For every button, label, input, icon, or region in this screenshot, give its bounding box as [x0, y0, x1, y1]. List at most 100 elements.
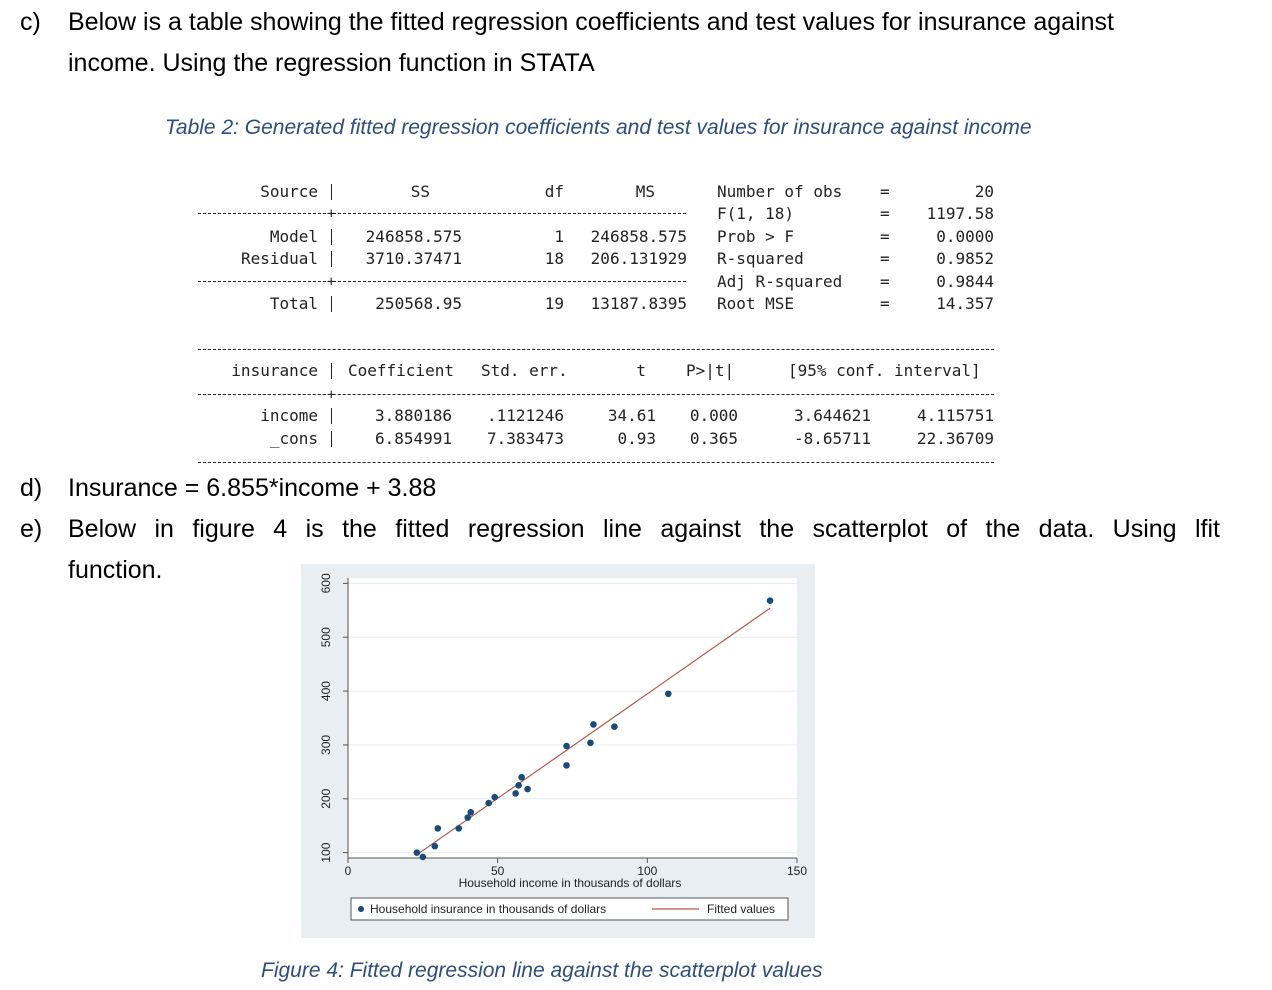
coef-row-se: 7.383473 [486, 429, 564, 448]
stat-equals: = [880, 182, 890, 201]
coef-row-t: 34.61 [607, 406, 656, 425]
coef-row-coef: 3.880186 [374, 406, 452, 425]
data-point [434, 825, 442, 832]
coef-row-se: .1121246 [486, 406, 564, 425]
data-point [455, 825, 463, 832]
y-tick-label: 400 [319, 681, 333, 701]
section-c-line1: Below is a table showing the fitted regr… [68, 8, 1114, 36]
coef-row-p: 0.365 [689, 429, 738, 448]
separator [198, 394, 994, 395]
x-tick-label: 100 [637, 864, 657, 878]
data-point [431, 842, 439, 850]
anova-total-source: Total [269, 294, 318, 313]
anova-residual-df: 18 [544, 249, 564, 268]
stat-value: 1197.58 [926, 204, 994, 223]
data-point [512, 790, 519, 797]
anova-header-source: Source [260, 182, 318, 201]
data-point [467, 808, 475, 816]
data-point [515, 782, 522, 789]
x-ticks: 0 50 100 150 [345, 858, 807, 878]
stat-label: Root MSE [717, 294, 795, 313]
coef-header-t: t [636, 361, 646, 380]
data-point [590, 721, 597, 728]
section-c-line2: income. Using the regression function in… [68, 49, 595, 77]
separator [198, 349, 994, 350]
divider [331, 184, 332, 200]
coef-row-coef: 6.854991 [374, 429, 452, 448]
scatter-figure: 0 50 100 150 100 200 300 400 500 600 Household i… [301, 564, 815, 938]
coef-header-p: P>|t| [686, 361, 735, 380]
section-e: e) Below in figure 4 is the fitted regre… [20, 509, 1260, 591]
divider [331, 229, 332, 245]
x-tick-label: 50 [491, 864, 505, 878]
section-d-text: Insurance = 6.855*income + 3.88 [68, 474, 437, 502]
section-e-line2: function. [68, 556, 163, 584]
data-point [563, 742, 570, 750]
anova-model-ss: 246858.575 [365, 227, 462, 246]
coef-header-ci: [95% conf. interval] [788, 361, 981, 380]
section-d: d) Insurance = 6.855*income + 3.88 [20, 468, 1260, 509]
fitted-values-line [416, 607, 771, 856]
anova-total-ms: 13187.8395 [590, 294, 687, 313]
anova-total-df: 19 [544, 294, 564, 313]
separator [198, 213, 686, 214]
divider [331, 363, 332, 379]
data-point [524, 785, 531, 793]
legend-point-marker [358, 906, 364, 912]
anova-total-ss: 250568.95 [375, 294, 462, 313]
y-tick-label: 100 [319, 842, 333, 862]
plot-area [348, 578, 797, 858]
section-c-label: c) [20, 8, 41, 36]
separator-plus: + [327, 274, 336, 290]
figure-caption: Figure 4: Fitted regression line against… [261, 959, 823, 982]
data-point [485, 799, 492, 807]
coef-row-ci-high: 4.115751 [916, 406, 994, 425]
separator [198, 462, 994, 463]
divider [331, 408, 332, 424]
stat-label: F(1, 18) [717, 204, 795, 223]
stat-value: 20 [974, 182, 994, 201]
coef-row-var: _cons [269, 429, 318, 448]
data-point [413, 849, 421, 856]
anova-model-df: 1 [554, 227, 564, 246]
legend-box [350, 897, 789, 921]
separator [198, 281, 686, 282]
anova-model-ms: 246858.575 [590, 227, 687, 246]
y-tick-label: 300 [319, 735, 333, 755]
coef-row-ci-low: -8.65711 [793, 429, 871, 448]
separator-plus: + [327, 387, 336, 403]
data-point [491, 793, 498, 801]
x-tick-label: 150 [787, 864, 807, 878]
stat-equals: = [880, 272, 890, 291]
anova-residual-source: Residual [240, 249, 318, 268]
stat-label: Adj R-squared [717, 272, 843, 291]
data-point [518, 773, 525, 781]
coef-row-t: 0.93 [617, 429, 656, 448]
divider [331, 251, 332, 267]
y-tick-label: 500 [319, 627, 333, 647]
stat-equals: = [880, 294, 890, 313]
coef-row-var: income [260, 406, 318, 425]
divider [331, 296, 332, 312]
data-point [766, 597, 774, 604]
data-point [664, 690, 672, 698]
anova-header-ss: SS [410, 182, 430, 201]
data-point [611, 723, 618, 730]
legend-label-points: Household insurance in thousands of doll… [370, 902, 606, 916]
stat-value: 0.0000 [936, 227, 994, 246]
coef-header-coef: Coefficient [348, 361, 454, 380]
coef-row-p: 0.000 [689, 406, 738, 425]
y-tick-label: 600 [319, 573, 333, 593]
stat-label: Number of obs [717, 182, 843, 201]
coef-row-ci-low: 3.644621 [793, 406, 871, 425]
divider [331, 431, 332, 447]
stat-label: Prob > F [717, 227, 795, 246]
coef-row-ci-high: 22.36709 [916, 429, 994, 448]
section-e-line1: Below in figure 4 is the fitted regressi… [68, 515, 1220, 543]
stat-equals: = [880, 249, 890, 268]
stat-value: 0.9844 [936, 272, 994, 291]
stat-equals: = [880, 227, 890, 246]
section-e-label: e) [20, 515, 43, 543]
section-c: c) Below is a table showing the fitted r… [20, 2, 1260, 84]
anova-header-ms: MS [635, 182, 655, 201]
